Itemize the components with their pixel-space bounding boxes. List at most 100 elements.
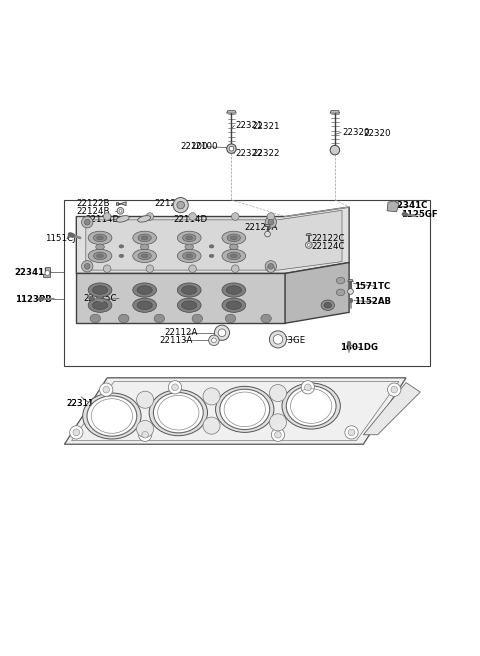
Circle shape	[275, 432, 281, 438]
Ellipse shape	[140, 244, 149, 250]
Polygon shape	[363, 382, 420, 435]
Ellipse shape	[88, 249, 112, 262]
Polygon shape	[116, 202, 118, 205]
Text: 22122C: 22122C	[311, 234, 345, 243]
Circle shape	[330, 146, 340, 155]
Ellipse shape	[324, 302, 332, 308]
Ellipse shape	[230, 254, 237, 258]
Circle shape	[227, 144, 236, 154]
Circle shape	[265, 260, 276, 272]
Ellipse shape	[220, 389, 270, 430]
Ellipse shape	[88, 298, 112, 312]
Ellipse shape	[178, 231, 201, 245]
Circle shape	[305, 241, 312, 248]
Ellipse shape	[222, 231, 246, 245]
Ellipse shape	[133, 249, 156, 262]
Ellipse shape	[225, 314, 236, 323]
Polygon shape	[264, 224, 270, 226]
Circle shape	[218, 329, 226, 337]
Text: 22311: 22311	[67, 400, 95, 409]
Ellipse shape	[209, 255, 214, 258]
Ellipse shape	[229, 244, 238, 250]
Circle shape	[304, 384, 311, 390]
Circle shape	[268, 264, 274, 269]
Ellipse shape	[321, 300, 335, 310]
Circle shape	[203, 388, 220, 405]
Circle shape	[307, 243, 310, 247]
Polygon shape	[76, 274, 285, 323]
Ellipse shape	[226, 301, 241, 310]
Text: 22124B: 22124B	[76, 207, 110, 216]
Circle shape	[173, 197, 188, 213]
Circle shape	[137, 420, 154, 438]
Ellipse shape	[178, 249, 201, 262]
Circle shape	[268, 219, 274, 225]
Text: 22122B: 22122B	[76, 199, 110, 208]
Polygon shape	[86, 211, 342, 270]
Circle shape	[103, 386, 109, 393]
Ellipse shape	[336, 277, 345, 284]
Ellipse shape	[182, 234, 196, 241]
Ellipse shape	[90, 314, 100, 323]
Ellipse shape	[94, 234, 107, 241]
Ellipse shape	[227, 252, 240, 260]
Circle shape	[177, 201, 184, 209]
Text: 1573GE: 1573GE	[271, 337, 305, 345]
Ellipse shape	[119, 245, 124, 248]
Ellipse shape	[133, 298, 156, 312]
Text: 1123PB: 1123PB	[14, 295, 51, 304]
Text: 22322: 22322	[235, 149, 263, 158]
Ellipse shape	[222, 298, 246, 312]
Ellipse shape	[94, 252, 107, 260]
Circle shape	[229, 146, 234, 151]
Ellipse shape	[96, 254, 103, 258]
Circle shape	[99, 383, 113, 396]
Ellipse shape	[133, 231, 156, 245]
Circle shape	[82, 216, 93, 228]
Ellipse shape	[141, 254, 148, 258]
Text: 22321: 22321	[252, 122, 279, 131]
Circle shape	[172, 384, 179, 390]
Polygon shape	[387, 201, 399, 212]
Ellipse shape	[227, 234, 240, 241]
Ellipse shape	[137, 301, 152, 310]
Circle shape	[84, 264, 90, 269]
Ellipse shape	[178, 298, 201, 312]
Circle shape	[269, 384, 287, 401]
Circle shape	[301, 380, 314, 394]
Circle shape	[231, 213, 239, 220]
Text: 22322: 22322	[252, 149, 279, 158]
Ellipse shape	[138, 234, 151, 241]
Circle shape	[215, 325, 229, 340]
Text: 22129: 22129	[155, 199, 182, 208]
Ellipse shape	[137, 286, 152, 295]
Ellipse shape	[226, 286, 241, 295]
Circle shape	[146, 213, 154, 220]
Ellipse shape	[154, 392, 203, 433]
Ellipse shape	[186, 254, 192, 258]
Ellipse shape	[154, 314, 165, 323]
Ellipse shape	[87, 396, 137, 436]
Ellipse shape	[181, 286, 197, 295]
Ellipse shape	[83, 393, 141, 439]
Circle shape	[265, 216, 276, 228]
Text: 22124C: 22124C	[311, 242, 345, 251]
Ellipse shape	[141, 236, 148, 239]
Ellipse shape	[182, 252, 196, 260]
Circle shape	[391, 386, 397, 393]
Circle shape	[348, 289, 353, 295]
Ellipse shape	[181, 301, 197, 310]
Polygon shape	[306, 234, 312, 236]
Text: 22113A: 22113A	[159, 337, 192, 345]
Circle shape	[168, 380, 181, 394]
Text: 22125C: 22125C	[84, 294, 117, 303]
Ellipse shape	[230, 236, 237, 239]
Ellipse shape	[116, 216, 129, 222]
Circle shape	[103, 213, 111, 220]
Text: 22100: 22100	[190, 142, 218, 152]
Polygon shape	[120, 202, 126, 205]
Circle shape	[45, 270, 50, 276]
Ellipse shape	[88, 283, 112, 297]
Ellipse shape	[88, 231, 112, 245]
Text: 1152AB: 1152AB	[354, 297, 391, 306]
